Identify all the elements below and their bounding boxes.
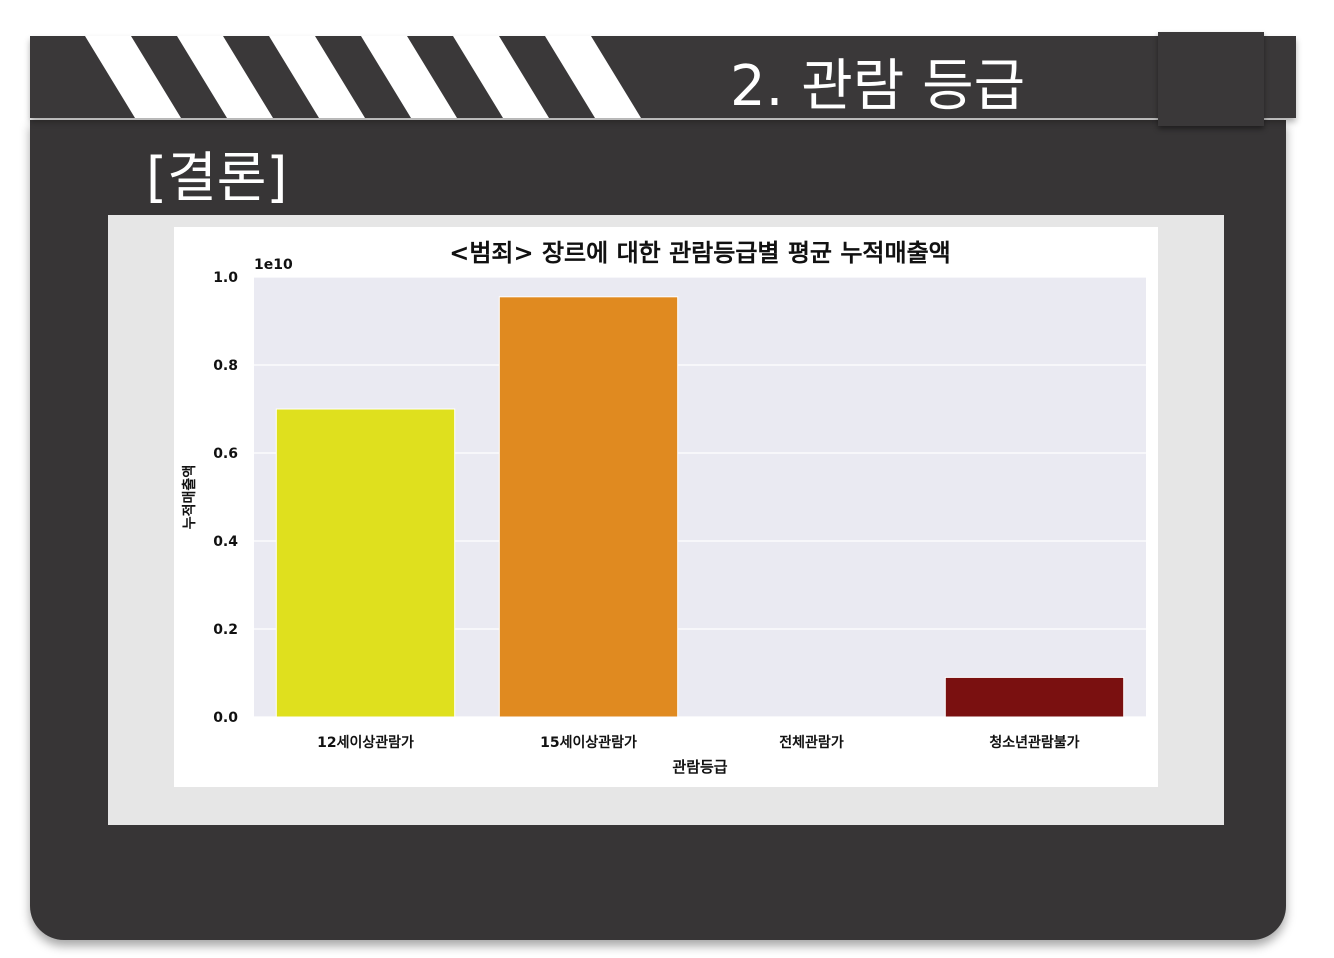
clapper-stripe [453, 36, 549, 118]
y-tick-label: 1.0 [213, 270, 238, 286]
bar [498, 296, 679, 718]
x-tick-label: 전체관람가 [779, 734, 844, 751]
bar [944, 676, 1125, 718]
y-tick-label: 0.6 [213, 446, 238, 462]
section-label: [결론] [146, 146, 288, 209]
clapperboard-top [30, 36, 1296, 118]
bar-chart: 0.0 0.2 0.4 0.6 0.8 1.0 12세이상관람가 15세이상관람가 전체관람가… [174, 227, 1158, 787]
y-tick-label: 0.0 [213, 710, 238, 726]
clapper-stripe [269, 36, 365, 118]
y-tick-label: 0.2 [213, 622, 238, 638]
clapper-stripe [545, 36, 641, 118]
y-axis-label: 누적매출액 [181, 465, 198, 529]
clapper-stripes [85, 36, 641, 118]
x-tick-label: 12세이상관람가 [317, 734, 414, 751]
clapper-stripe [85, 36, 181, 118]
y-offset-label: 1e10 [254, 257, 293, 273]
clapper-stripe [361, 36, 457, 118]
clapper-hinge [1158, 32, 1264, 126]
slide-title: 2. 관람 등급 [730, 54, 1026, 119]
x-tick-label: 15세이상관람가 [540, 734, 637, 751]
clapper-stripe [177, 36, 273, 118]
x-tick-label: 청소년관람불가 [989, 734, 1079, 751]
bar [275, 408, 456, 718]
y-tick-label: 0.8 [213, 358, 238, 374]
x-axis-label: 관람등급 [672, 758, 727, 776]
chart-title: <범죄> 장르에 대한 관람등급별 평균 누적매출액 [449, 239, 951, 267]
y-tick-label: 0.4 [213, 534, 238, 550]
